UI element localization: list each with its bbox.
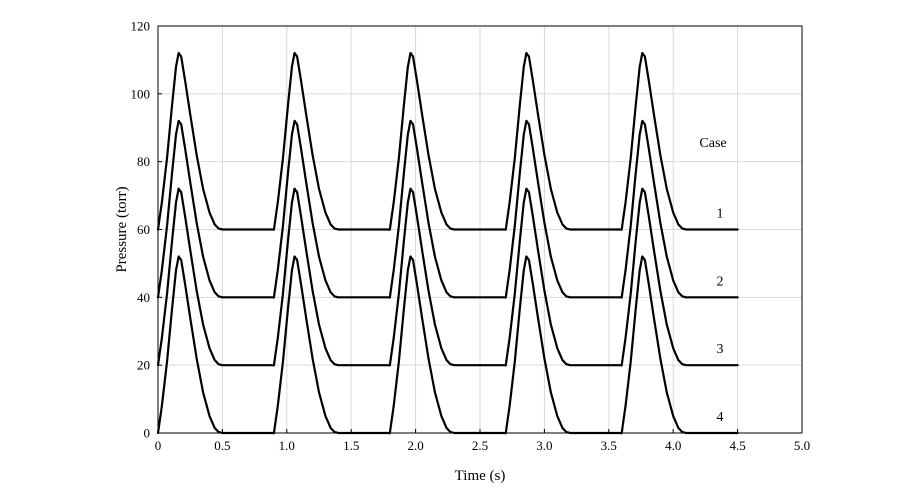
x-tick-label: 5.0 [794, 438, 810, 453]
x-tick-label: 0.5 [214, 438, 230, 453]
series-line-case-4 [156, 255, 739, 435]
x-tick-label: 4.0 [665, 438, 681, 453]
axis-ticks: 0 0.5 1.0 1.5 2.0 2.5 3.0 3.5 4.0 4.5 5.0 0 20 40 60 80… [131, 19, 811, 454]
legend-title: Case [699, 136, 726, 151]
series-line-case-1 [156, 51, 739, 231]
x-tick-label: 3.0 [536, 438, 552, 453]
y-tick-label: 100 [131, 86, 151, 101]
y-tick-label: 80 [137, 154, 150, 169]
x-tick-label: 2.5 [472, 438, 488, 453]
x-tick-label: 0 [155, 438, 162, 453]
x-tick-label: 1.0 [279, 438, 295, 453]
y-tick-label: 20 [137, 358, 150, 373]
series-line-case-3 [156, 187, 739, 367]
series-lines [156, 51, 739, 435]
y-tick-label: 0 [144, 426, 151, 441]
x-axis-label: Time (s) [455, 468, 506, 484]
case-labels: 1 2 3 4 Case [699, 136, 726, 425]
series-line-case-2 [156, 119, 739, 299]
x-tick-label: 4.5 [729, 438, 745, 453]
x-tick-label: 1.5 [343, 438, 359, 453]
x-tick-label: 2.0 [407, 438, 423, 453]
y-tick-label: 120 [131, 19, 151, 34]
case-label-1: 1 [717, 207, 724, 222]
y-axis-label: Pressure (torr) [114, 186, 130, 272]
case-label-3: 3 [717, 342, 724, 357]
y-tick-label: 60 [137, 222, 150, 237]
case-label-2: 2 [717, 274, 724, 289]
y-tick-label: 40 [137, 290, 150, 305]
x-tick-label: 3.5 [601, 438, 617, 453]
case-label-4: 4 [717, 410, 724, 425]
